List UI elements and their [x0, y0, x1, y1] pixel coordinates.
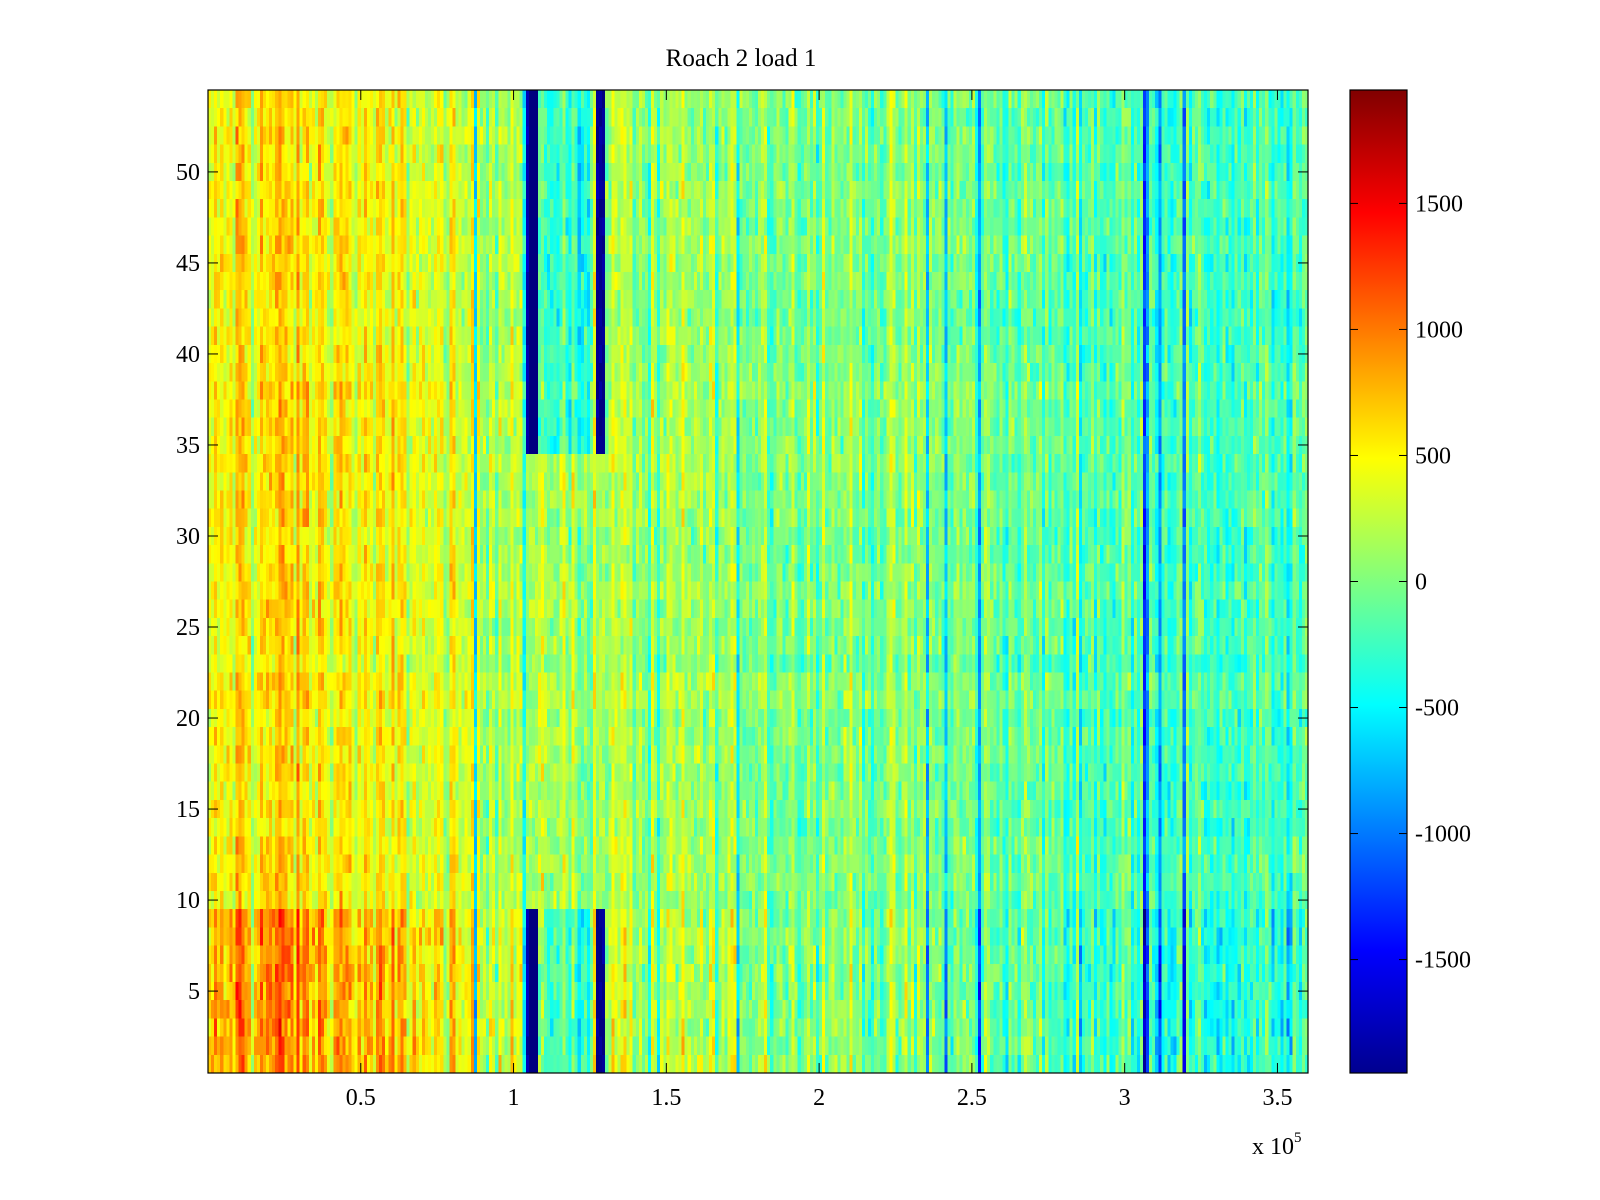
y-tick-label: 20: [176, 706, 200, 732]
x-tick-label: 3.5: [1262, 1085, 1292, 1111]
colorbar-tick-label: -500: [1415, 696, 1459, 722]
x-axis-multiplier-exponent: 5: [1294, 1130, 1302, 1146]
y-tick-label: 15: [176, 797, 200, 823]
y-tick-label: 35: [176, 433, 200, 459]
y-tick-label: 40: [176, 342, 200, 368]
colorbar-tick-label: -1000: [1415, 822, 1471, 848]
heatmap-cells: [208, 90, 1308, 1073]
y-tick-label: 25: [176, 615, 200, 641]
x-tick-label: 1: [508, 1085, 520, 1111]
y-axis: 5 10 15 20 25 30 35 40 45 50: [176, 160, 1308, 1005]
x-axis: 0.5 1 1.5 2 2.5 3 3.5: [346, 90, 1292, 1111]
x-tick-label: 0.5: [346, 1085, 376, 1111]
colorbar: [1349, 89, 1408, 1074]
y-tick-label: 10: [176, 888, 200, 914]
colorbar-tick-label: 1500: [1415, 191, 1463, 217]
x-tick-label: 2: [813, 1085, 825, 1111]
x-tick-label: 3: [1119, 1085, 1131, 1111]
chart-title: Roach 2 load 1: [666, 45, 817, 72]
colorbar-tick-label: 500: [1415, 443, 1451, 469]
heatmap-image: [208, 90, 1308, 1073]
x-tick-label: 1.5: [651, 1085, 681, 1111]
plot-frame: [207, 89, 1309, 1074]
y-tick-label: 50: [176, 160, 200, 186]
colorbar-axis: 1500 1000 500 0 -500 -1000 -1500: [1350, 191, 1471, 974]
colorbar-tick-label: -1500: [1415, 948, 1471, 974]
colorbar-tick-label: 0: [1415, 570, 1427, 596]
y-tick-label: 5: [188, 979, 200, 1005]
y-tick-label: 45: [176, 251, 200, 277]
y-tick-label: 30: [176, 524, 200, 550]
x-tick-label: 2.5: [957, 1085, 987, 1111]
x-axis-multiplier: x 105: [1252, 1130, 1302, 1160]
colorbar-tick-label: 1000: [1415, 317, 1463, 343]
